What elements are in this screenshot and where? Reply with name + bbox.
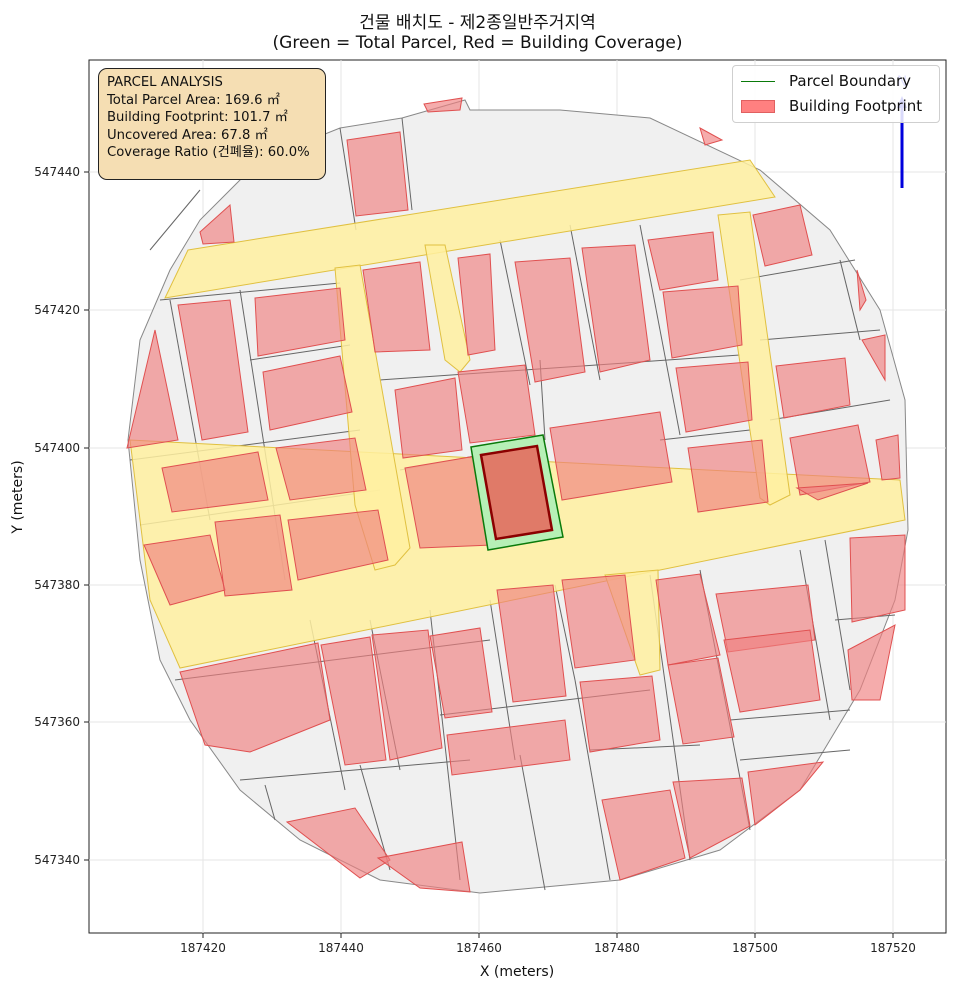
building xyxy=(856,269,867,312)
x-ticks xyxy=(202,933,894,938)
building xyxy=(376,841,471,893)
building xyxy=(723,629,821,713)
building xyxy=(514,257,586,383)
building xyxy=(655,573,721,666)
map-title-line1: 건물 배치도 - 제2종일반주거지역 xyxy=(359,13,596,33)
building xyxy=(861,334,886,382)
building xyxy=(423,97,463,113)
x-axis-label: X (meters) xyxy=(480,964,554,980)
y-ticks xyxy=(84,171,89,861)
building xyxy=(126,329,179,449)
building xyxy=(699,126,724,146)
building xyxy=(457,253,496,356)
building xyxy=(581,244,651,373)
building xyxy=(662,285,743,359)
building xyxy=(446,719,571,776)
building xyxy=(549,411,673,501)
x-tick-label: 187420 xyxy=(180,941,226,955)
buildings xyxy=(126,97,906,893)
info-uncovered-area: Uncovered Area: 67.8 ㎡ xyxy=(107,127,268,143)
x-tick-label: 187480 xyxy=(594,941,640,955)
building xyxy=(849,534,906,623)
legend: Parcel Boundary Building Footprint xyxy=(732,65,940,123)
building xyxy=(775,357,851,419)
road-west-vertical xyxy=(334,264,411,571)
building xyxy=(429,627,493,719)
y-tick-label: 547360 xyxy=(34,715,80,729)
legend-label-building: Building Footprint xyxy=(789,97,923,115)
building xyxy=(362,261,431,353)
y-axis-label: Y (meters) xyxy=(10,460,26,534)
parcel-analysis-box: PARCEL ANALYSIS Total Parcel Area: 169.6… xyxy=(98,68,326,180)
building xyxy=(177,299,249,441)
building xyxy=(667,657,735,745)
x-tick-label: 187440 xyxy=(318,941,364,955)
info-building-footprint: Building Footprint: 101.7 ㎡ xyxy=(107,110,288,126)
building xyxy=(789,424,871,496)
building xyxy=(672,777,751,859)
building-footprint-swatch xyxy=(741,99,775,113)
info-heading: PARCEL ANALYSIS xyxy=(107,75,223,90)
building xyxy=(601,789,686,881)
building xyxy=(394,377,463,459)
building xyxy=(262,355,353,431)
building xyxy=(875,434,901,481)
building xyxy=(287,509,389,581)
parcel-boundary-swatch xyxy=(741,80,775,82)
target-building xyxy=(479,444,554,541)
building xyxy=(747,761,825,826)
building xyxy=(795,482,869,501)
legend-label-parcel: Parcel Boundary xyxy=(789,72,912,90)
building xyxy=(579,675,661,753)
info-total-parcel-area: Total Parcel Area: 169.6 ㎡ xyxy=(107,92,280,108)
building xyxy=(254,287,346,357)
building xyxy=(199,203,235,245)
info-coverage-ratio: Coverage Ratio (건폐율): 60.0% xyxy=(107,145,310,161)
y-tick-label: 547440 xyxy=(34,165,80,179)
building xyxy=(346,131,409,217)
building xyxy=(320,636,387,766)
road-north xyxy=(164,159,776,299)
building xyxy=(371,629,443,761)
building xyxy=(214,514,293,597)
building xyxy=(161,451,269,513)
map-title-line2: (Green = Total Parcel, Red = Building Co… xyxy=(272,33,683,53)
road-mid-vertical xyxy=(424,244,471,373)
building xyxy=(457,364,536,444)
building xyxy=(675,361,753,433)
building xyxy=(847,624,896,701)
building xyxy=(752,204,813,267)
building xyxy=(179,642,331,753)
y-tick-label: 547340 xyxy=(34,853,80,867)
building xyxy=(275,437,367,501)
y-tick-label: 547420 xyxy=(34,303,80,317)
legend-item-building: Building Footprint xyxy=(741,97,922,115)
building xyxy=(561,574,636,669)
y-tick-label: 547380 xyxy=(34,578,80,592)
legend-item-parcel: Parcel Boundary xyxy=(741,72,911,90)
y-tick-label: 547400 xyxy=(34,441,80,455)
x-tick-label: 187520 xyxy=(870,941,916,955)
building xyxy=(647,231,719,291)
x-tick-label: 187500 xyxy=(732,941,778,955)
building xyxy=(687,439,769,513)
x-tick-label: 187460 xyxy=(456,941,502,955)
building xyxy=(496,584,567,703)
